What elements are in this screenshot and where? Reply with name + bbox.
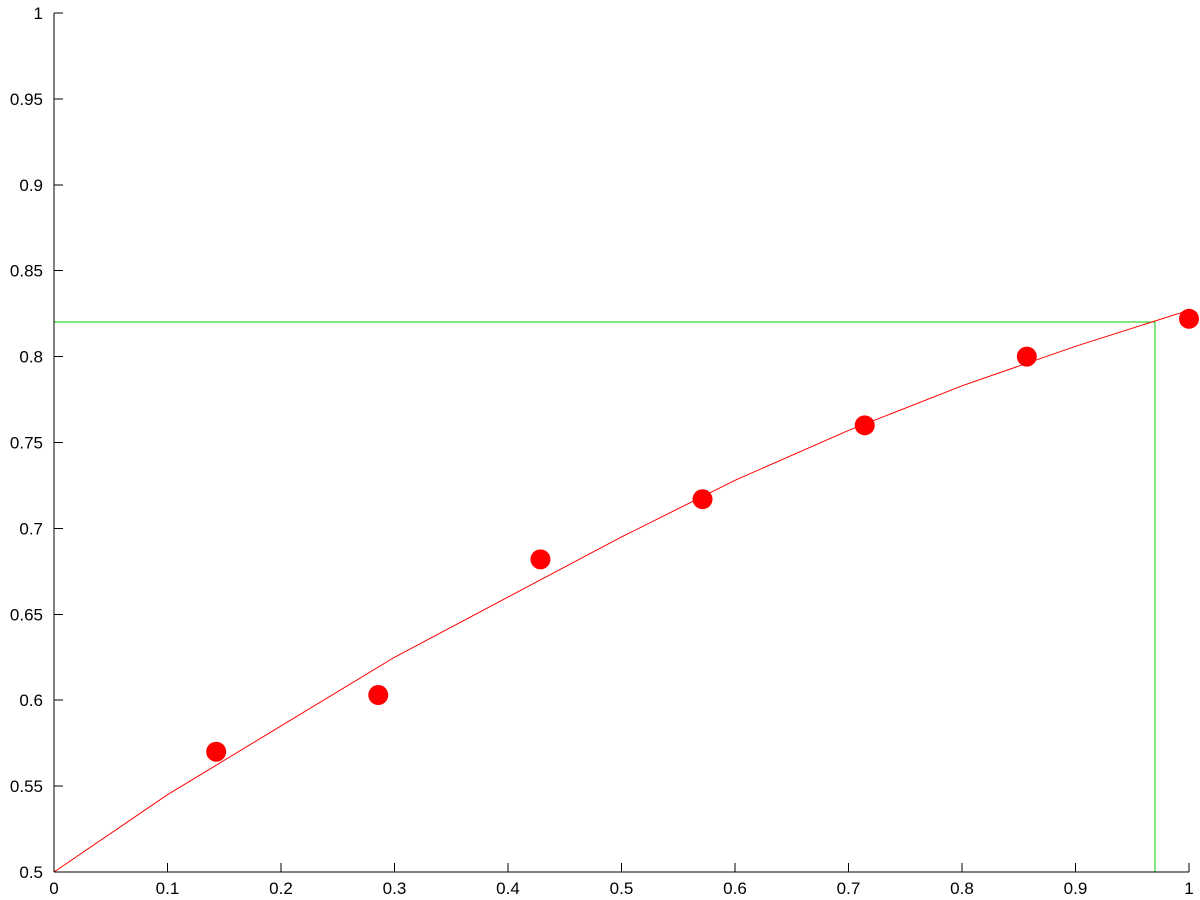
x-tick-label: 0.1 (156, 879, 180, 898)
x-tick-label: 0.4 (496, 879, 520, 898)
y-tick-label: 0.7 (19, 519, 43, 538)
fit-curve-layer (53, 309, 1190, 873)
data-point (1016, 346, 1037, 367)
y-tick-label: 0.75 (10, 434, 43, 453)
data-point (530, 549, 551, 570)
data-point (206, 741, 227, 762)
data-points (206, 308, 1199, 762)
data-point (368, 685, 389, 706)
y-tick-label: 0.9 (19, 176, 43, 195)
y-tick-label: 0.95 (10, 90, 43, 109)
x-tick-label: 0.7 (837, 879, 861, 898)
x-tick-label: 0.2 (269, 879, 293, 898)
tick-labels: 0 0.1 0.2 0.3 0.4 0.5 0.6 0.7 0.8 0.9 1 0.5 0.55 0.6 0… (10, 4, 1194, 898)
y-tick-label: 0.8 (19, 348, 43, 367)
x-tick-label: 0.5 (610, 879, 634, 898)
x-tick-label: 0.8 (950, 879, 974, 898)
y-tick-label: 0.55 (10, 777, 43, 796)
y-tick-label: 0.6 (19, 691, 43, 710)
x-tick-label: 0.9 (1064, 879, 1088, 898)
y-tick-label: 0.85 (10, 262, 43, 281)
y-tick-label: 1 (34, 4, 43, 23)
x-tick-label: 1 (1184, 879, 1193, 898)
x-tick-label: 0.3 (383, 879, 407, 898)
data-point (692, 489, 713, 510)
data-point (1179, 308, 1199, 329)
x-tick-label: 0 (49, 879, 58, 898)
y-tick-label: 0.5 (19, 863, 43, 882)
x-tick-label: 0.6 (723, 879, 747, 898)
fit-curve (53, 309, 1190, 873)
y-tick-label: 0.65 (10, 605, 43, 624)
axes (53, 12, 1190, 873)
data-point (854, 415, 875, 436)
reference-lines (54, 321, 1156, 872)
